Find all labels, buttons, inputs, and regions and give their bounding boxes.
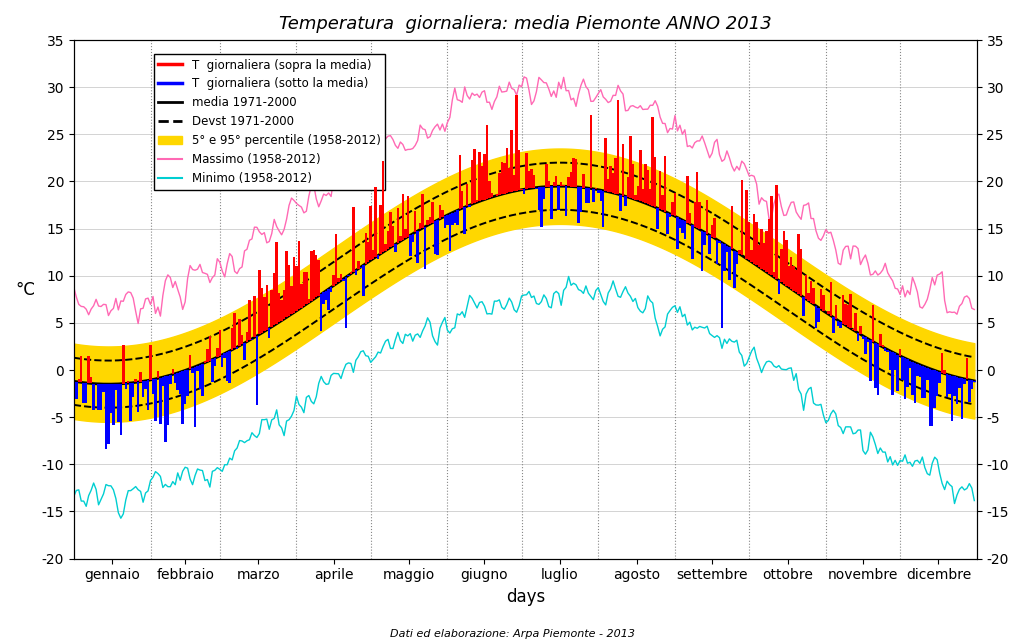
Legend: T  giornaliera (sopra la media), T  giornaliera (sotto la media), media 1971-200: T giornaliera (sopra la media), T giorna… (154, 54, 385, 189)
Title: Temperatura  giornaliera: media Piemonte ANNO 2013: Temperatura giornaliera: media Piemonte … (279, 15, 772, 33)
Text: Dati ed elaborazione: Arpa Piemonte - 2013: Dati ed elaborazione: Arpa Piemonte - 20… (389, 628, 635, 639)
Y-axis label: °C: °C (15, 282, 35, 300)
X-axis label: days: days (506, 588, 545, 606)
